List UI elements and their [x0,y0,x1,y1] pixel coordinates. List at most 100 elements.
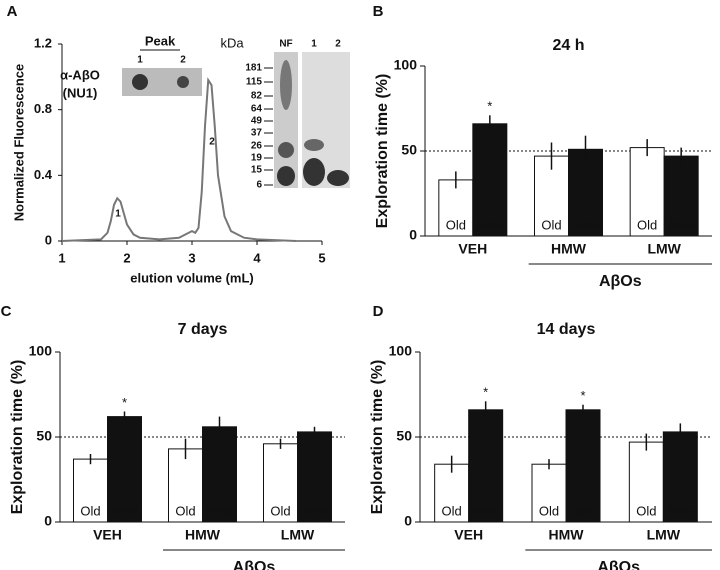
antibody-label: α-AβO [60,67,100,82]
chart-title: 7 days [178,321,228,338]
bar [434,463,470,523]
y-tick-label: 0 [404,513,412,529]
kda-marker: 15 [251,165,263,176]
kda-label: kDa [220,35,244,50]
blot-band [327,170,349,186]
kda-marker: 181 [245,63,262,74]
blot-dot [132,74,148,90]
x-tick-label: LMW [647,241,681,257]
x-axis-label: elution volume (mL) [130,270,254,285]
group-label: AβOs [599,273,642,290]
y-tick-label: 0 [409,227,417,243]
peak-label: 1 [115,209,121,220]
significance: * [580,388,585,403]
peak-label: 2 [209,137,215,148]
bar [107,416,142,523]
bar [531,463,567,523]
y-tick-label: 50 [396,428,412,444]
x-tick-label: VEH [454,527,483,543]
bar-label: Old [446,217,466,232]
x-tick-label: VEH [93,527,122,543]
bar [629,147,665,237]
x-tick-label: 1 [58,250,65,265]
panel-letter: B [373,3,384,20]
x-tick-label: 2 [123,250,130,265]
blot-band [304,139,324,151]
elution-line [61,77,297,242]
bar-label: New [668,217,695,232]
bar [168,448,203,523]
x-tick-label: VEH [458,241,487,257]
significance: * [487,99,492,114]
blot-band [277,166,295,186]
x-tick-label: 4 [253,250,261,265]
bar-label: New [667,503,694,518]
kda-marker: 6 [256,180,262,191]
x-tick-label: LMW [647,527,681,543]
group-label: AβOs [233,559,276,570]
y-tick-label: 0 [45,232,52,247]
bar-label: New [301,503,328,518]
kda-marker: 49 [251,116,263,127]
bar-label: Old [270,503,290,518]
kda-marker: 37 [251,128,263,139]
y-tick-label: 100 [389,343,413,359]
blot-band [278,142,294,158]
blot-band [280,60,292,110]
y-axis-label: Exploration time (%) [9,360,26,515]
bar [568,148,603,237]
kda-marker: 26 [251,141,263,152]
blot-lane-label: 1 [311,39,317,50]
blot-dot [177,76,189,88]
bar-label: New [570,503,597,518]
bar-label: Old [175,503,195,518]
x-tick-label: 5 [318,250,325,265]
y-tick-label: 1.2 [34,35,52,50]
bar-label: New [477,217,504,232]
y-tick-label: 50 [401,142,417,158]
x-tick-label: 3 [188,250,195,265]
bar-label: Old [539,503,559,518]
bar-label: Old [637,217,657,232]
panel-letter: D [373,303,384,320]
bar [663,155,699,237]
y-tick-label: 0 [44,513,52,529]
blot-lane-label: 2 [335,39,341,50]
bar-label: New [206,503,233,518]
dot-lane-label: 2 [180,55,186,66]
panel-letter: A [7,3,18,20]
x-tick-label: HMW [185,527,221,543]
significance: * [122,395,127,410]
bar-label: Old [442,503,462,518]
y-tick-label: 0.4 [34,167,53,182]
group-label: AβOs [597,559,640,570]
kda-marker: 115 [246,77,263,88]
y-tick-label: 100 [394,57,418,73]
dot-lane-label: 1 [137,55,143,66]
bar-label: Old [636,503,656,518]
x-tick-label: LMW [281,527,315,543]
bar-label: Old [80,503,100,518]
blot-lane-label: NF [279,39,292,50]
bar [662,431,698,523]
y-tick-label: 50 [36,428,52,444]
antibody-note: (NU1) [63,85,98,100]
y-axis-label: Normalized Fluorescence [11,64,26,222]
panel-letter: C [1,303,12,320]
y-tick-label: 0.8 [34,101,52,116]
bar-label: Old [541,217,561,232]
x-tick-label: HMW [549,527,585,543]
kda-marker: 64 [251,104,263,115]
kda-marker: 19 [251,153,263,164]
x-tick-label: HMW [551,241,587,257]
chart-title: 24 h [552,37,584,54]
significance: * [483,385,488,400]
y-axis-label: Exploration time (%) [374,74,391,229]
bar [202,426,237,523]
dot-blot-title: Peak [145,33,176,48]
y-tick-label: 100 [29,343,53,359]
bar-label: New [111,503,138,518]
bar-label: New [572,217,599,232]
chart-title: 14 days [537,321,596,338]
